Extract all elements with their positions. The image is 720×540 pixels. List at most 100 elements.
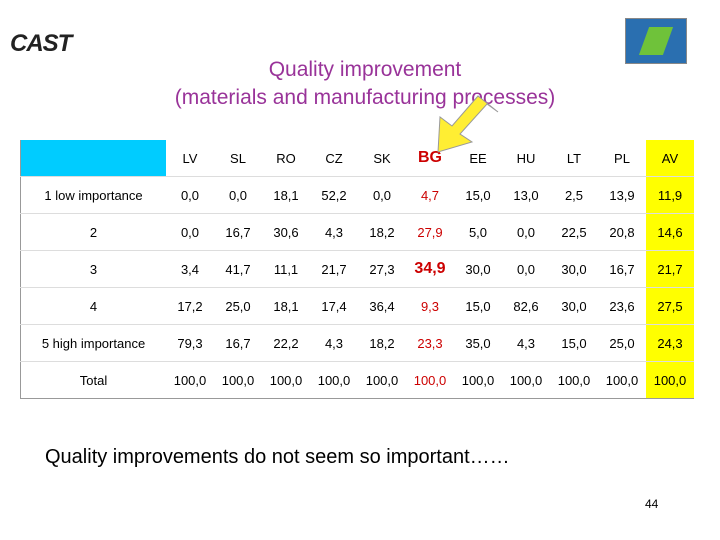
table-row: 3 3,4 41,7 11,1 21,7 27,3 34,9 30,0 0,0 30,0 16,7 2… — [20, 250, 694, 288]
note: Quality improvements do not seem so impo… — [45, 446, 510, 468]
cell: 100,0 — [550, 361, 598, 399]
row-label: 1 low importance — [20, 176, 166, 214]
data-table: LV SL RO CZ SK BG EE HU LT PL AV 1 low importance 0,… — [20, 140, 694, 399]
cell: 100,0 — [166, 361, 214, 399]
cell: 34,9 — [406, 250, 454, 288]
cell: 18,2 — [358, 324, 406, 362]
cell: 4,3 — [310, 324, 358, 362]
cell: 52,2 — [310, 176, 358, 214]
table-row: 2 0,0 16,7 30,6 4,3 18,2 27,9 5,0 0,0 22,5 20,8 14,… — [20, 213, 694, 251]
cell: 21,7 — [310, 250, 358, 288]
row-label: 3 — [20, 250, 166, 288]
column-header: PL — [598, 140, 646, 177]
cell: 100,0 — [310, 361, 358, 399]
title-line: (materials and manufacturing processes) — [174, 86, 556, 109]
cell: 13,0 — [502, 176, 550, 214]
cell: 30,0 — [550, 287, 598, 325]
cell: 30,6 — [262, 213, 310, 251]
cell: 3,4 — [166, 250, 214, 288]
cell: 100,0 — [406, 361, 454, 399]
cell: 23,3 — [406, 324, 454, 362]
cell: 16,7 — [598, 250, 646, 288]
cell: 79,3 — [166, 324, 214, 362]
logo: CAST — [10, 30, 72, 57]
cell: 14,6 — [646, 213, 694, 251]
table-row: 1 low importance 0,0 0,0 18,1 52,2 0,0 4,7 15,0… — [20, 176, 694, 214]
cell: 100,0 — [358, 361, 406, 399]
cell: 5,0 — [454, 213, 502, 251]
column-header: LT — [550, 140, 598, 177]
cell: 13,9 — [598, 176, 646, 214]
table-row: Total 100,0 100,0 100,0 100,0 100,0 100,0 100,0… — [20, 361, 694, 399]
corner-cell — [20, 140, 166, 177]
cell: 36,4 — [358, 287, 406, 325]
cell: 100,0 — [646, 361, 694, 399]
cell: 9,3 — [406, 287, 454, 325]
cell: 0,0 — [358, 176, 406, 214]
column-header: LV — [166, 140, 214, 177]
cell: 100,0 — [502, 361, 550, 399]
row-label: Total — [20, 361, 166, 399]
cell: 100,0 — [262, 361, 310, 399]
column-header: SL — [214, 140, 262, 177]
column-header: HU — [502, 140, 550, 177]
cell: 18,2 — [358, 213, 406, 251]
cell: 15,0 — [454, 287, 502, 325]
cell: 25,0 — [214, 287, 262, 325]
cell: 27,3 — [358, 250, 406, 288]
row-label: 4 — [20, 287, 166, 325]
column-header: AV — [646, 140, 694, 177]
column-header: RO — [262, 140, 310, 177]
cell: 41,7 — [214, 250, 262, 288]
cell: 20,8 — [598, 213, 646, 251]
column-header: CZ — [310, 140, 358, 177]
cell: 24,3 — [646, 324, 694, 362]
title-line: Quality improvement — [268, 58, 462, 81]
cell: 23,6 — [598, 287, 646, 325]
page-number: 44 — [645, 497, 659, 511]
cell: 30,0 — [550, 250, 598, 288]
cell: 0,0 — [502, 213, 550, 251]
row-label: 2 — [20, 213, 166, 251]
cell: 15,0 — [550, 324, 598, 362]
cell: 22,5 — [550, 213, 598, 251]
cell: 15,0 — [454, 176, 502, 214]
cell: 82,6 — [502, 287, 550, 325]
cell: 100,0 — [214, 361, 262, 399]
column-header: BG — [406, 140, 454, 177]
header-row: LV SL RO CZ SK BG EE HU LT PL AV — [20, 140, 694, 177]
column-header: SK — [358, 140, 406, 177]
cell: 16,7 — [214, 324, 262, 362]
badge-logo — [625, 18, 687, 64]
cell: 2,5 — [550, 176, 598, 214]
table-row: 4 17,2 25,0 18,1 17,4 36,4 9,3 15,0 82,6 30,0 23,6… — [20, 287, 694, 325]
cell: 18,1 — [262, 287, 310, 325]
cell: 0,0 — [166, 176, 214, 214]
cell: 4,3 — [310, 213, 358, 251]
cell: 4,3 — [502, 324, 550, 362]
cell: 11,9 — [646, 176, 694, 214]
cell: 0,0 — [502, 250, 550, 288]
row-label: 5 high importance — [20, 324, 166, 362]
cell: 25,0 — [598, 324, 646, 362]
cell: 35,0 — [454, 324, 502, 362]
cell: 4,7 — [406, 176, 454, 214]
cell: 16,7 — [214, 213, 262, 251]
column-header: EE — [454, 140, 502, 177]
cell: 17,4 — [310, 287, 358, 325]
cell: 27,5 — [646, 287, 694, 325]
cell: 22,2 — [262, 324, 310, 362]
title: Quality improvement (materials and manuf… — [0, 56, 720, 112]
cell: 0,0 — [166, 213, 214, 251]
cell: 11,1 — [262, 250, 310, 288]
cell: 30,0 — [454, 250, 502, 288]
cell: 18,1 — [262, 176, 310, 214]
cell: 17,2 — [166, 287, 214, 325]
cell: 0,0 — [214, 176, 262, 214]
table-row: 5 high importance 79,3 16,7 22,2 4,3 18,2 23,3… — [20, 324, 694, 362]
cell: 100,0 — [598, 361, 646, 399]
cell: 100,0 — [454, 361, 502, 399]
cell: 21,7 — [646, 250, 694, 288]
cell: 27,9 — [406, 213, 454, 251]
